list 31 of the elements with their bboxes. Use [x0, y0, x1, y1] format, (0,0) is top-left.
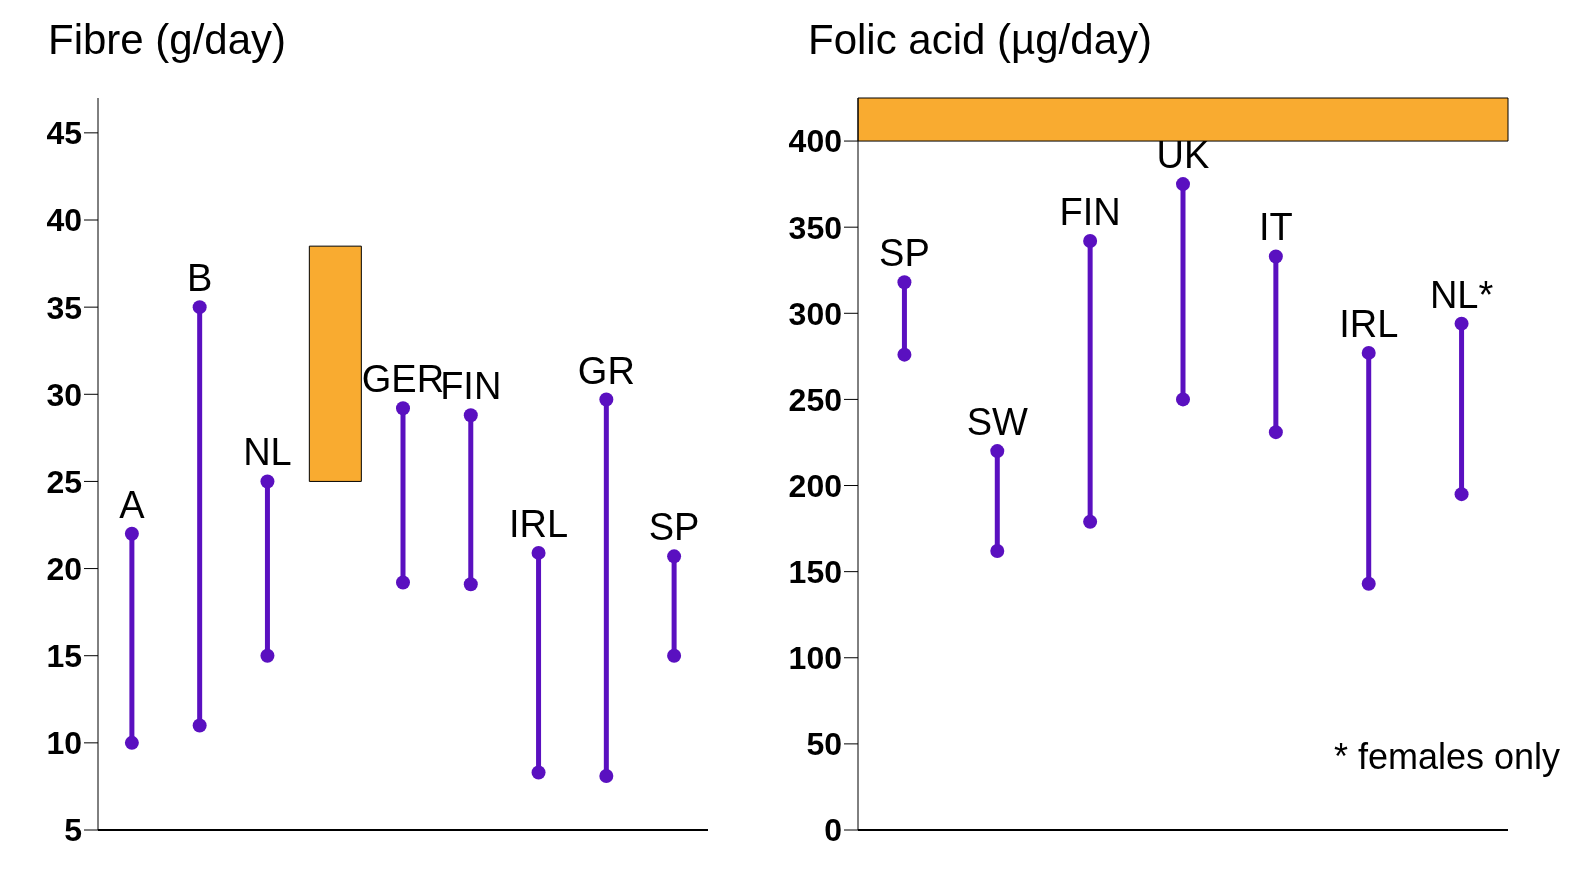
y-tick-label: 150: [788, 554, 842, 591]
y-tick-label: 100: [788, 640, 842, 677]
x-tick-label: IT: [1258, 206, 1293, 249]
category-label: B: [186, 257, 213, 300]
y-tick-label: 45: [46, 115, 82, 152]
y-tick-label: 25: [46, 463, 82, 500]
y-tick-label: 15: [46, 638, 82, 675]
category-label: SP: [648, 506, 700, 549]
y-tick-label: 30: [46, 376, 82, 413]
x-tick-label: NL*: [1429, 273, 1494, 316]
chart-title: Fibre (g/day): [48, 16, 287, 64]
y-tick-label: 10: [46, 725, 82, 762]
y-tick-label: 35: [46, 289, 82, 326]
annotation: * females only: [1333, 736, 1560, 778]
y-tick-label: 200: [788, 467, 842, 504]
y-tick-label: 40: [46, 202, 82, 239]
y-tick-label: 0: [824, 812, 842, 849]
x-tick-label: UK: [1156, 134, 1210, 177]
x-tick-label: SW: [966, 401, 1029, 444]
y-tick-label: 5: [64, 812, 82, 849]
category-label: IRL: [508, 502, 569, 545]
y-tick-label: 400: [788, 123, 842, 160]
y-tick-label: 20: [46, 550, 82, 587]
y-tick-label: 50: [806, 726, 842, 763]
y-tick-label: 300: [788, 295, 842, 332]
y-tick-label: 350: [788, 209, 842, 246]
category-label: NL: [243, 431, 292, 474]
category-label: A: [119, 483, 145, 526]
category-label: GR: [577, 349, 635, 392]
y-tick-label: 250: [788, 381, 842, 418]
chart-title: Folic acid (µg/day): [808, 16, 1152, 64]
